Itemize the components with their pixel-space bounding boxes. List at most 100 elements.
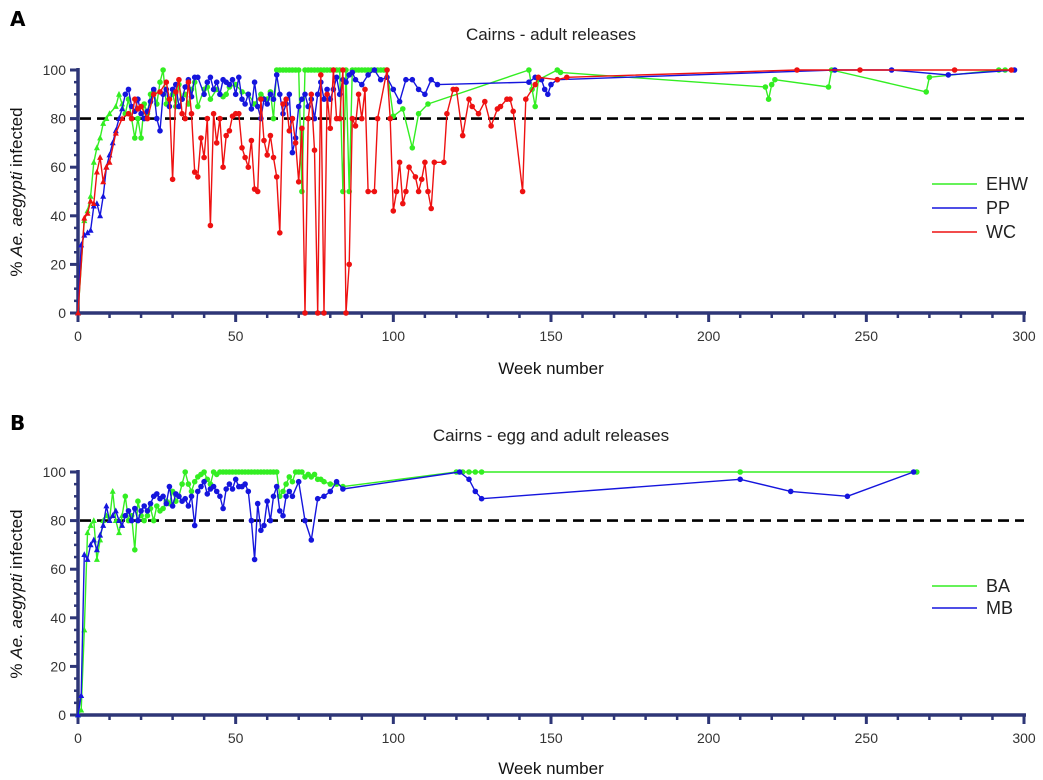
data-point (273, 174, 280, 180)
data-point (100, 120, 107, 126)
data-point (295, 478, 302, 485)
data-point (314, 91, 321, 98)
y-tick-label: 40 (50, 208, 66, 224)
data-point (277, 508, 283, 514)
data-point (242, 481, 248, 487)
data-point (226, 481, 233, 487)
data-point (182, 495, 188, 502)
data-point (106, 517, 113, 523)
data-point (81, 214, 88, 221)
data-point (217, 493, 223, 500)
data-point (97, 134, 104, 141)
data-point (213, 488, 220, 495)
y-axis-title-b-prefix: % (7, 659, 26, 679)
data-point (519, 188, 526, 195)
data-point (166, 96, 173, 102)
data-point (90, 517, 97, 523)
data-point (289, 115, 296, 122)
y-axis-title-b-species: Ae. aegypti (7, 572, 26, 659)
data-point (109, 488, 116, 494)
data-point (311, 147, 318, 153)
data-point (242, 154, 248, 161)
data-point (343, 310, 349, 316)
y-tick-label: 100 (43, 62, 67, 78)
data-point (220, 505, 226, 512)
data-point (359, 81, 365, 88)
data-point (400, 200, 406, 207)
data-point (93, 556, 100, 562)
data-point (179, 481, 185, 487)
data-point (132, 547, 138, 553)
data-point (444, 110, 450, 117)
data-point (81, 551, 88, 557)
data-point (179, 110, 185, 117)
data-point (157, 89, 163, 95)
data-point (478, 495, 485, 502)
x-tick-label: 150 (539, 328, 563, 344)
data-point (393, 188, 400, 195)
data-point (119, 105, 126, 112)
data-point (188, 493, 195, 500)
data-point (119, 522, 126, 528)
panel-a: A Cairns - adult releases 0 20 40 60 80 100 0 5… (7, 7, 1036, 378)
data-point (283, 481, 289, 487)
data-point (258, 96, 264, 102)
data-point (526, 67, 532, 73)
series-a (75, 67, 1024, 316)
data-point (305, 115, 312, 122)
data-point (150, 86, 157, 93)
data-point (185, 79, 192, 85)
data-point (223, 91, 229, 98)
data-point (163, 500, 170, 507)
series-ehw (75, 67, 1008, 316)
data-point (390, 208, 397, 214)
data-point (125, 508, 132, 514)
data-point (280, 488, 286, 495)
data-point (128, 115, 135, 122)
data-point (286, 128, 293, 134)
data-point (292, 140, 299, 146)
data-point (201, 154, 207, 161)
data-point (787, 488, 794, 495)
data-point (103, 115, 110, 121)
data-point (371, 67, 378, 73)
data-point (226, 81, 233, 88)
data-point (84, 229, 91, 236)
data-point (945, 72, 952, 78)
data-point (204, 79, 211, 85)
data-point (84, 210, 91, 216)
data-point (112, 507, 119, 514)
data-point (242, 101, 248, 107)
data-point (87, 522, 94, 528)
data-point (191, 169, 198, 175)
data-point (541, 86, 548, 93)
data-point (198, 483, 204, 490)
data-point (132, 135, 138, 141)
data-point (535, 74, 542, 81)
data-point (160, 493, 166, 500)
data-point (232, 476, 239, 483)
x-tick-label: 100 (382, 328, 406, 344)
data-point (261, 137, 267, 144)
data-point (270, 154, 277, 161)
data-point (93, 168, 100, 175)
series-b (75, 469, 1024, 718)
data-point (286, 488, 293, 495)
data-point (90, 158, 97, 165)
data-point (564, 74, 570, 81)
data-point (768, 81, 775, 88)
data-point (135, 498, 141, 505)
data-point (289, 478, 296, 485)
legend-label-wc: WC (986, 222, 1016, 242)
legend-a: EHW PP WC (932, 174, 1028, 242)
data-point (308, 537, 315, 543)
data-point (267, 91, 274, 98)
data-point (409, 145, 416, 151)
series-ba (75, 469, 920, 718)
data-point (548, 81, 554, 88)
data-point (346, 261, 353, 268)
data-point (532, 81, 538, 88)
data-point (188, 110, 195, 117)
series-line-pp (77, 69, 1015, 314)
data-point (207, 96, 214, 102)
